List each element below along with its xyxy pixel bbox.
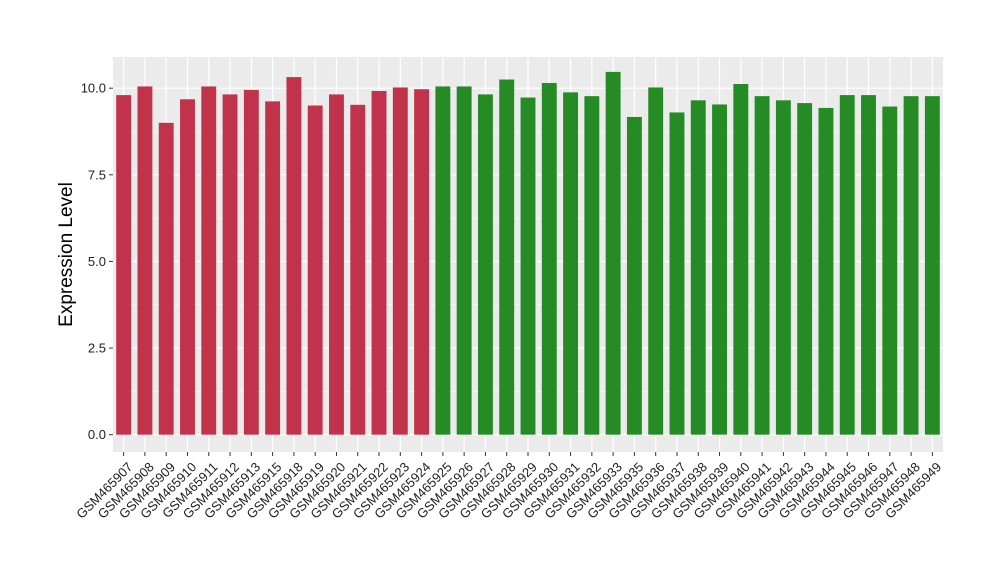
bar-gsm465925: [435, 86, 451, 435]
bar-gsm465920: [329, 94, 344, 435]
bar-gsm465944: [818, 107, 834, 435]
bar-gsm465919: [307, 105, 323, 435]
y-axis: 0.0 2.5 5.0 7.5 10.0: [81, 81, 113, 442]
bar-gsm465933: [605, 71, 621, 435]
bar-gsm465937: [669, 112, 685, 435]
bar-gsm465935: [626, 116, 642, 435]
bar-gsm465911: [201, 86, 217, 435]
y-tick-label: 5.0: [88, 254, 106, 269]
bar-gsm465921: [350, 104, 366, 435]
bar-gsm465910: [180, 99, 195, 435]
bar-gsm465945: [839, 95, 855, 435]
bar-gsm465948: [903, 96, 919, 435]
bar-gsm465929: [520, 97, 536, 435]
bar-gsm465939: [712, 104, 727, 435]
bar-gsm465909: [158, 122, 174, 435]
bar-gsm465922: [371, 90, 387, 435]
bar-gsm465913: [243, 89, 259, 435]
bar-gsm465924: [414, 89, 430, 435]
y-axis-label: Expression Level: [56, 182, 77, 327]
bar-gsm465927: [477, 94, 493, 435]
bar-gsm465928: [499, 79, 515, 435]
bar-gsm465936: [648, 87, 664, 435]
bar-gsm465932: [584, 96, 600, 435]
x-axis: GSM465907GSM465908GSM465909GSM465910GSM4…: [73, 452, 944, 522]
bar-gsm465907: [116, 95, 132, 435]
bar-gsm465940: [733, 84, 749, 435]
y-tick-label: 0.0: [88, 427, 106, 442]
bar-gsm465908: [137, 86, 153, 435]
bar-gsm465918: [286, 77, 302, 435]
bar-gsm465949: [924, 96, 940, 435]
bar-gsm465938: [690, 100, 706, 435]
bar-series: [116, 71, 940, 435]
bar-gsm465942: [775, 100, 791, 435]
bar-gsm465931: [563, 92, 579, 435]
bar-gsm465930: [541, 82, 557, 435]
bar-gsm465926: [456, 86, 472, 435]
bar-gsm465947: [882, 106, 898, 435]
y-tick-label: 2.5: [88, 341, 106, 356]
bar-gsm465923: [392, 87, 408, 435]
y-tick-label: 10.0: [81, 81, 106, 96]
bar-gsm465946: [861, 95, 876, 435]
bar-gsm465943: [797, 103, 813, 435]
bar-gsm465912: [222, 94, 238, 435]
bar-gsm465915: [265, 101, 281, 435]
y-tick-label: 7.5: [88, 167, 106, 182]
bar-gsm465941: [754, 96, 770, 435]
